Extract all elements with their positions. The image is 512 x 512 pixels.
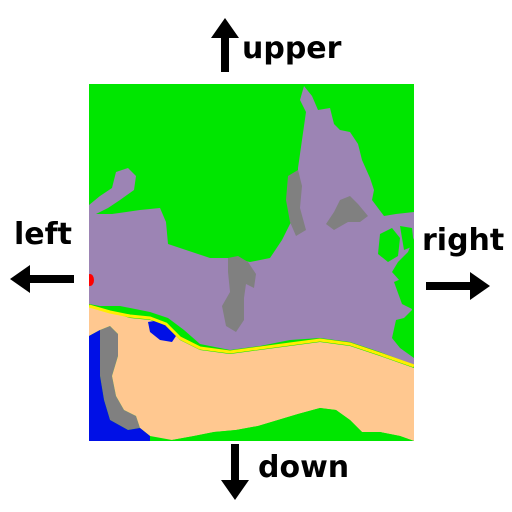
purple-zone-region xyxy=(89,86,414,365)
rock-region xyxy=(326,196,368,230)
arrow-left-icon xyxy=(10,265,74,293)
grass-island xyxy=(378,228,400,262)
map-marker xyxy=(89,274,94,286)
arrow-right-icon xyxy=(426,272,490,300)
label-down: down xyxy=(258,450,350,485)
water-region xyxy=(148,320,176,342)
arrow-down-icon xyxy=(221,444,249,500)
grass-island xyxy=(400,226,414,250)
sand-region xyxy=(89,306,414,441)
rock-region xyxy=(222,256,256,332)
grass-region xyxy=(89,84,414,441)
label-left: left xyxy=(14,217,73,252)
rock-region xyxy=(286,170,306,236)
grass-region xyxy=(150,408,414,441)
grass-island xyxy=(394,276,414,310)
label-right: right xyxy=(422,223,505,258)
water-region xyxy=(89,330,150,441)
arrow-up-icon xyxy=(211,18,239,72)
path-line xyxy=(89,304,414,368)
rock-region xyxy=(100,326,140,430)
label-upper: upper xyxy=(242,31,342,66)
